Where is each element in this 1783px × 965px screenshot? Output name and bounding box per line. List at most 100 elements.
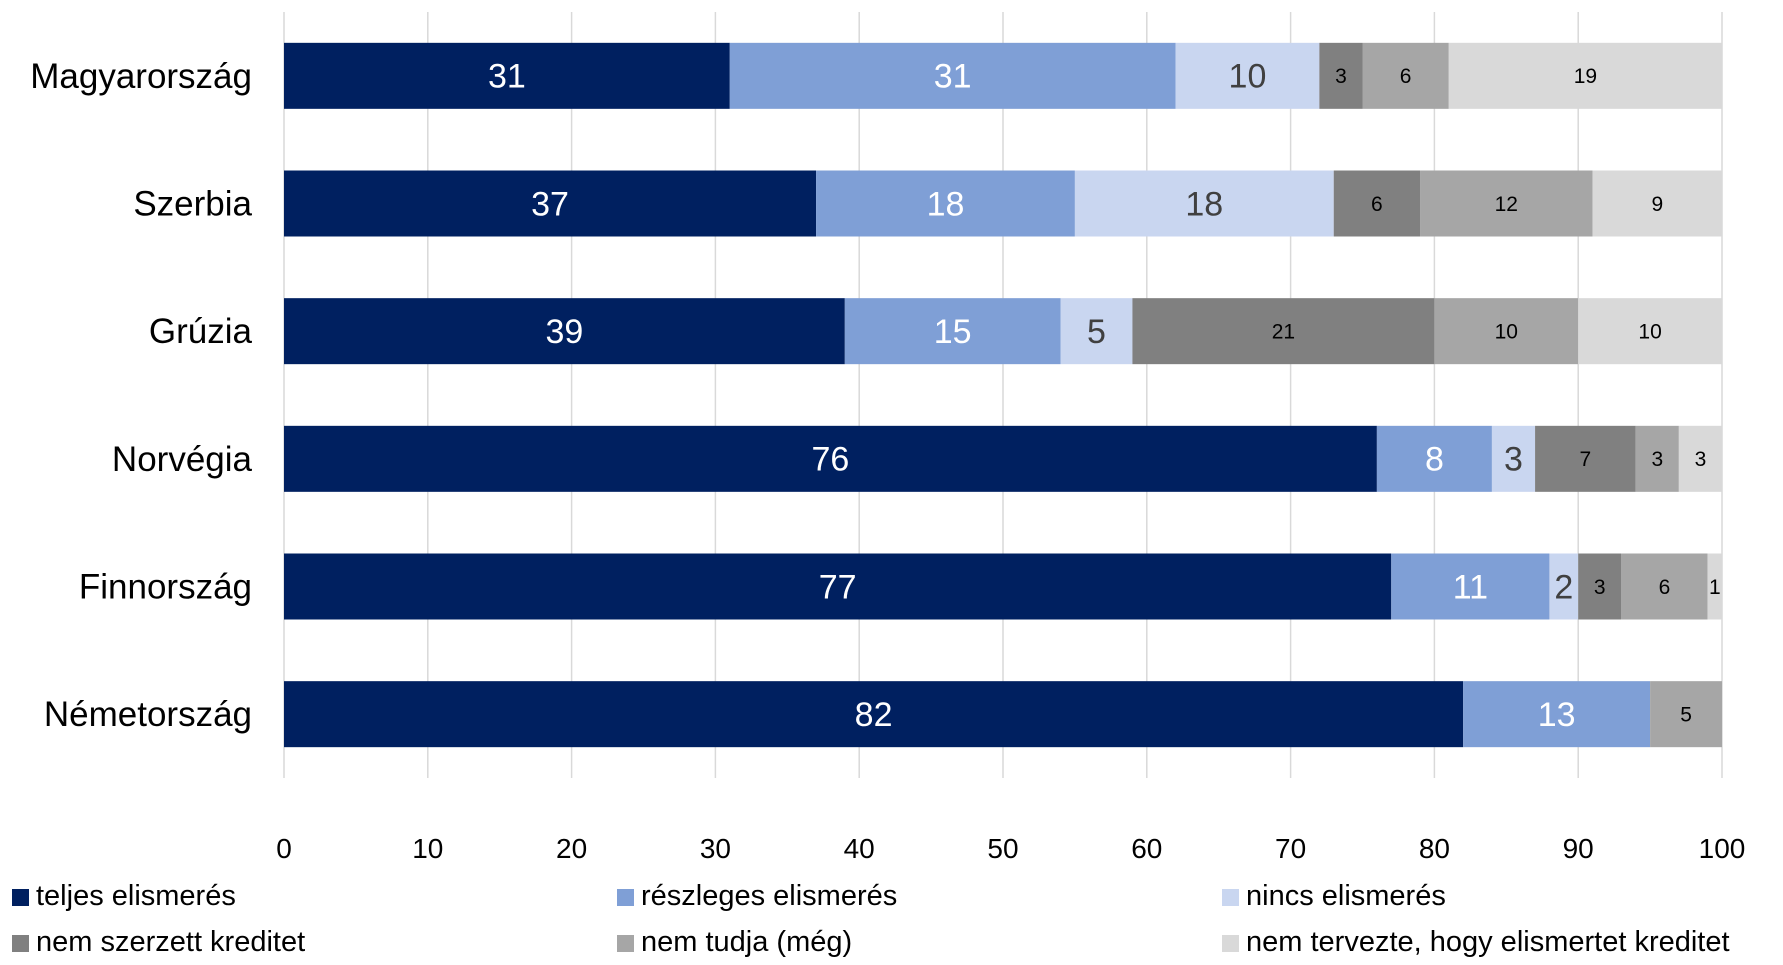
bar-gruzia-teljes-elismeres	[284, 298, 845, 365]
bar-finnorszag-teljes-elismeres	[284, 553, 1392, 620]
data-label-finnorszag-nincs-elismeres: 2	[1554, 568, 1573, 606]
bar-finnorszag-nincs-elismeres	[1549, 553, 1579, 620]
bar-finnorszag-reszleges-elismeres	[1391, 553, 1550, 620]
bar-nemetorszag-nem-tudja-meg	[1650, 681, 1722, 748]
x-tick-label-70: 70	[1275, 833, 1306, 864]
x-tick-label-0: 0	[276, 833, 292, 864]
legend-item-nincs-elismeres: nincs elismerés	[1222, 880, 1446, 912]
x-tick-label-50: 50	[987, 833, 1018, 864]
bar-norvegia-nincs-elismeres	[1491, 425, 1536, 492]
data-label-szerbia-nem-tudja-meg: 12	[1495, 193, 1518, 216]
data-label-magyarorszag-nincs-elismeres: 10	[1229, 58, 1267, 96]
category-label-norvegia: Norvégia	[112, 440, 253, 479]
data-label-magyarorszag-nem-tudja-meg: 6	[1400, 65, 1412, 88]
x-tick-label-100: 100	[1699, 833, 1746, 864]
legend-label-nincs-elismeres: nincs elismerés	[1246, 880, 1446, 912]
bar-magyarorszag-nem-szerzett-kreditet	[1319, 42, 1363, 109]
bar-gruzia-nem-tudja-meg	[1434, 298, 1579, 365]
bar-norvegia-nem-tudja-meg	[1635, 425, 1679, 492]
bar-szerbia-nem-szerzett-kreditet	[1333, 170, 1421, 237]
bar-szerbia-nem-tudja-meg	[1420, 170, 1593, 237]
bar-magyarorszag-reszleges-elismeres	[729, 42, 1176, 109]
bar-gruzia-nem-tervezte-hogy-elismertet-kreditet	[1578, 298, 1722, 365]
bar-norvegia-teljes-elismeres	[284, 425, 1377, 492]
data-label-gruzia-nem-tudja-meg: 10	[1495, 321, 1518, 344]
bar-finnorszag-nem-tudja-meg	[1621, 553, 1708, 620]
data-label-szerbia-reszleges-elismeres: 18	[927, 185, 965, 223]
data-label-norvegia-nem-tudja-meg: 3	[1651, 448, 1663, 471]
category-label-szerbia: Szerbia	[133, 185, 252, 224]
category-label-gruzia: Grúzia	[149, 312, 253, 351]
data-label-norvegia-teljes-elismeres: 76	[812, 441, 850, 479]
data-label-norvegia-nem-tervezte-hogy-elismertet-kreditet: 3	[1695, 448, 1707, 471]
legend-item-nem-tudja-meg: nem tudja (még)	[617, 926, 852, 958]
bar-finnorszag-nem-tervezte-hogy-elismertet-kreditet	[1707, 553, 1722, 620]
bar-magyarorszag-nincs-elismeres	[1175, 42, 1320, 109]
legend-swatch-reszleges-elismeres	[617, 889, 634, 906]
data-label-magyarorszag-teljes-elismeres: 31	[488, 58, 526, 96]
bar-gruzia-nem-szerzett-kreditet	[1132, 298, 1435, 365]
bar-magyarorszag-teljes-elismeres	[284, 42, 730, 109]
legend-swatch-nem-szerzett-kreditet	[12, 935, 29, 952]
legend-item-nem-szerzett-kreditet: nem szerzett kreditet	[12, 926, 305, 958]
category-label-magyarorszag: Magyarország	[30, 57, 252, 96]
data-label-gruzia-teljes-elismeres: 39	[545, 313, 583, 351]
category-label-finnorszag: Finnország	[79, 568, 252, 607]
bar-gruzia-reszleges-elismeres	[844, 298, 1061, 365]
legend-swatch-nincs-elismeres	[1222, 889, 1239, 906]
data-label-finnorszag-nem-tervezte-hogy-elismertet-kreditet: 1	[1709, 576, 1721, 599]
bar-szerbia-nem-tervezte-hogy-elismertet-kreditet	[1592, 170, 1722, 237]
bar-szerbia-reszleges-elismeres	[816, 170, 1075, 237]
bar-nemetorszag-teljes-elismeres	[284, 681, 1464, 748]
bar-finnorszag-nem-szerzett-kreditet	[1578, 553, 1622, 620]
legend-item-teljes-elismeres: teljes elismerés	[12, 880, 236, 912]
data-label-nemetorszag-reszleges-elismeres: 13	[1538, 696, 1576, 734]
bar-gruzia-nincs-elismeres	[1060, 298, 1133, 365]
x-tick-label-80: 80	[1419, 833, 1450, 864]
data-label-gruzia-reszleges-elismeres: 15	[934, 313, 972, 351]
legend-swatch-nem-tervezte-hogy-elismertet-kreditet	[1222, 935, 1239, 952]
data-label-magyarorszag-reszleges-elismeres: 31	[934, 58, 972, 96]
bar-norvegia-nem-szerzett-kreditet	[1535, 425, 1636, 492]
data-label-magyarorszag-nem-szerzett-kreditet: 3	[1335, 65, 1347, 88]
x-tick-label-60: 60	[1131, 833, 1162, 864]
data-label-szerbia-nem-szerzett-kreditet: 6	[1371, 193, 1383, 216]
legend-label-reszleges-elismeres: részleges elismerés	[641, 880, 897, 912]
bar-szerbia-nincs-elismeres	[1074, 170, 1334, 237]
category-labels: Magyarország Szerbia Grúzia Norvégia Finnors…	[30, 57, 252, 734]
legend-swatch-teljes-elismeres	[12, 889, 29, 906]
data-label-szerbia-nincs-elismeres: 18	[1185, 185, 1223, 223]
data-label-finnorszag-reszleges-elismeres: 11	[1453, 568, 1488, 606]
data-label-norvegia-reszleges-elismeres: 8	[1425, 441, 1444, 479]
bar-magyarorszag-nem-tudja-meg	[1362, 42, 1449, 109]
category-label-nemetorszag: Németország	[44, 695, 252, 734]
data-label-finnorszag-teljes-elismeres: 77	[819, 568, 857, 606]
legend-swatch-nem-tudja-meg	[617, 935, 634, 952]
bar-norvegia-nem-tervezte-hogy-elismertet-kreditet	[1678, 425, 1722, 492]
bar-nemetorszag-reszleges-elismeres	[1463, 681, 1651, 748]
data-label-nemetorszag-nem-tudja-meg: 5	[1680, 704, 1692, 727]
bar-norvegia-reszleges-elismeres	[1376, 425, 1492, 492]
gridlines	[283, 12, 1723, 778]
x-tick-label-20: 20	[556, 833, 587, 864]
x-tick-label-30: 30	[700, 833, 731, 864]
legend-item-reszleges-elismeres: részleges elismerés	[617, 880, 897, 912]
data-label-gruzia-nem-szerzett-kreditet: 21	[1272, 321, 1295, 344]
data-label-gruzia-nincs-elismeres: 5	[1087, 313, 1106, 351]
legend-label-nem-tudja-meg: nem tudja (még)	[641, 926, 852, 958]
legend-label-nem-tervezte-hogy-elismertet-kreditet: nem tervezte, hogy elismertet kreditet	[1246, 926, 1730, 958]
data-label-finnorszag-nem-tudja-meg: 6	[1659, 576, 1671, 599]
data-label-norvegia-nem-szerzett-kreditet: 7	[1580, 448, 1592, 471]
data-label-szerbia-teljes-elismeres: 37	[531, 185, 569, 223]
x-tick-label-40: 40	[844, 833, 875, 864]
data-label-magyarorszag-nem-tervezte-hogy-elismertet-kreditet: 19	[1574, 65, 1597, 88]
x-axis-ticks: 0 10 20 30 40 50 60 70 80 90 100	[276, 833, 1745, 864]
bar-szerbia-teljes-elismeres	[284, 170, 817, 237]
data-label-norvegia-nincs-elismeres: 3	[1504, 441, 1523, 479]
legend-item-nem-tervezte-hogy-elismertet-kreditet: nem tervezte, hogy elismertet kreditet	[1222, 926, 1730, 958]
legend-label-teljes-elismeres: teljes elismerés	[36, 880, 236, 912]
legend-label-nem-szerzett-kreditet: nem szerzett kreditet	[36, 926, 305, 958]
